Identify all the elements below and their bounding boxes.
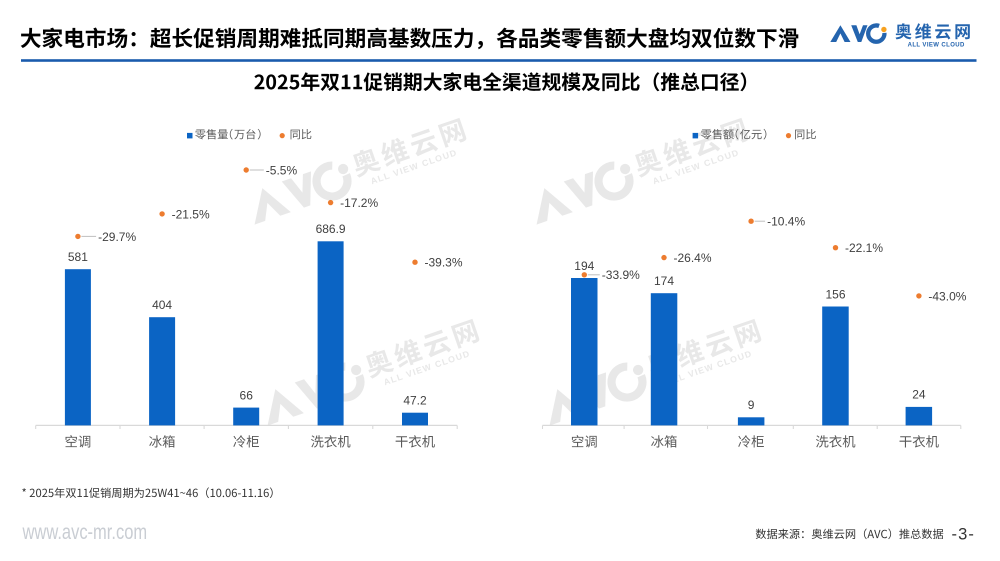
svg-text:47.2: 47.2 xyxy=(403,394,427,408)
svg-text:-10.4%: -10.4% xyxy=(767,215,805,229)
svg-text:194: 194 xyxy=(574,259,594,273)
svg-text:ALL VIEW CLOUD: ALL VIEW CLOUD xyxy=(908,43,965,49)
svg-text:-39.3%: -39.3% xyxy=(425,256,463,270)
svg-text:www.avc-mr.com: www.avc-mr.com xyxy=(22,521,147,545)
svg-text:-21.5%: -21.5% xyxy=(172,207,210,221)
svg-text:24: 24 xyxy=(912,388,926,402)
svg-text:-22.1%: -22.1% xyxy=(845,241,883,255)
svg-text:686.9: 686.9 xyxy=(316,222,346,236)
svg-text:-3-: -3- xyxy=(952,525,975,543)
svg-text:9: 9 xyxy=(748,398,755,412)
svg-text:-5.5%: -5.5% xyxy=(266,163,298,177)
svg-text:174: 174 xyxy=(654,274,674,288)
svg-text:-29.7%: -29.7% xyxy=(98,230,136,244)
svg-text:-33.9%: -33.9% xyxy=(602,268,640,282)
svg-text:404: 404 xyxy=(152,298,172,312)
svg-text:156: 156 xyxy=(825,287,845,301)
svg-text:-17.2%: -17.2% xyxy=(340,196,378,210)
svg-text:-26.4%: -26.4% xyxy=(674,251,712,265)
svg-text:-43.0%: -43.0% xyxy=(928,289,966,303)
svg-text:581: 581 xyxy=(68,250,88,264)
svg-text:66: 66 xyxy=(240,388,254,402)
